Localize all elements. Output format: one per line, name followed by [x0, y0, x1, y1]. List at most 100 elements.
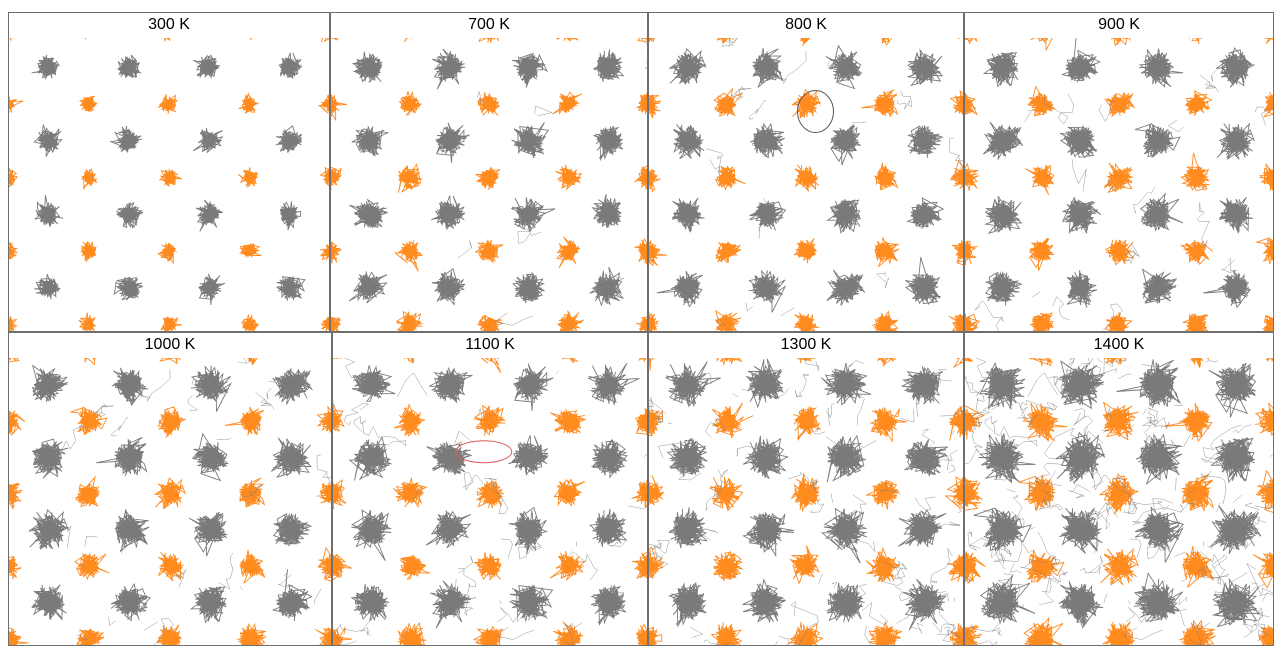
orange-site-core — [165, 320, 173, 329]
grey-site-cloud — [830, 124, 861, 166]
grey-site-core — [992, 447, 1014, 468]
orange-site-core — [563, 245, 574, 257]
orange-trajectory — [648, 475, 664, 506]
grey-site-cloud — [820, 362, 872, 407]
orange-site-cloud — [1262, 314, 1274, 332]
orange-site-cloud — [787, 621, 824, 646]
orange-site-cloud — [874, 236, 900, 268]
orange-site-cloud — [711, 402, 754, 439]
orange-site-cloud — [8, 315, 18, 332]
orange-site-cloud — [633, 164, 648, 190]
grey-site-core — [916, 206, 933, 223]
orange-site-cloud — [393, 240, 423, 272]
grey-site-cloud — [198, 273, 226, 306]
orange-site-cloud — [964, 92, 979, 116]
orange-trajectory — [795, 38, 811, 46]
grey-site-cloud — [589, 267, 624, 307]
grey-site-cloud — [508, 506, 548, 554]
grey-site-cloud — [348, 436, 392, 481]
grey-site-core — [1224, 519, 1246, 541]
orange-site-cloud — [315, 626, 332, 646]
grey-site-cloud — [278, 52, 303, 80]
orange-site-core — [720, 414, 734, 428]
orange-site-cloud — [157, 406, 187, 438]
orange-site-core — [1268, 171, 1274, 184]
orange-site-core — [964, 413, 972, 429]
grey-site-core — [915, 520, 934, 540]
orange-site-core — [964, 98, 970, 110]
orange-site-core — [165, 247, 173, 256]
grey-site-cloud — [188, 511, 228, 557]
grey-site-core — [42, 208, 55, 221]
orange-site-core — [879, 245, 891, 257]
grey-site-core — [679, 206, 696, 223]
panel-1400k — [964, 356, 1274, 646]
grey-site-core — [42, 61, 55, 74]
highlight-ellipse — [455, 440, 513, 464]
grey-site-cloud — [1059, 507, 1103, 554]
orange-trajectory — [316, 405, 332, 433]
orange-site-core — [1113, 98, 1125, 110]
orange-site-cloud — [648, 240, 667, 267]
orange-site-core — [1266, 558, 1274, 574]
orange-site-cloud — [8, 356, 22, 363]
orange-site-cloud — [1023, 616, 1066, 646]
orange-trajectory — [1255, 469, 1274, 514]
orange-site-cloud — [330, 93, 347, 122]
orange-site-core — [83, 560, 95, 573]
orange-site-cloud — [1188, 38, 1203, 45]
orange-site-cloud — [330, 240, 342, 264]
orange-site-core — [330, 245, 336, 257]
grey-site-core — [121, 521, 138, 539]
orange-site-core — [1190, 245, 1203, 257]
grey-site-core — [1224, 374, 1246, 396]
orange-site-core — [879, 98, 891, 110]
orange-site-core — [562, 487, 576, 500]
panel-300k — [8, 38, 330, 332]
grey-site-core — [122, 61, 135, 74]
orange-trajectory — [957, 38, 964, 40]
orange-site-cloud — [553, 621, 584, 646]
orange-site-cloud — [158, 168, 182, 187]
grey-site-cloud — [1203, 270, 1252, 309]
trajectory-plot — [964, 356, 1274, 646]
orange-site-core — [84, 320, 93, 329]
orange-site-core — [1111, 486, 1127, 502]
orange-trajectory — [793, 405, 821, 442]
orange-site-core — [83, 487, 95, 500]
orange-trajectory — [648, 38, 656, 43]
grey-site-cloud — [669, 47, 707, 86]
orange-site-core — [164, 415, 176, 428]
orange-site-cloud — [869, 407, 907, 443]
grey-site-cloud — [513, 363, 554, 411]
orange-site-cloud — [635, 407, 648, 435]
orange-trajectory — [1164, 403, 1213, 442]
orange-site-core — [8, 632, 14, 645]
orange-trajectory — [1181, 545, 1215, 588]
grey-site-cloud — [272, 512, 313, 547]
grey-site-core — [758, 133, 775, 149]
orange-trajectory — [161, 38, 171, 43]
grey-site-core — [121, 376, 138, 394]
orange-site-core — [721, 98, 733, 110]
orange-site-cloud — [8, 482, 23, 510]
orange-site-cloud — [240, 314, 259, 332]
orange-site-cloud — [648, 38, 656, 43]
orange-site-cloud — [1181, 545, 1215, 588]
grey-site-cloud — [742, 578, 786, 623]
orange-site-cloud — [332, 552, 353, 582]
orange-site-core — [648, 319, 654, 331]
orange-site-cloud — [239, 242, 262, 258]
grey-site-core — [757, 593, 776, 612]
grey-site-core — [679, 133, 696, 149]
orange-site-cloud — [964, 313, 981, 332]
grey-site-cloud — [671, 197, 705, 233]
orange-site-core — [326, 560, 332, 573]
orange-trajectory — [878, 38, 893, 47]
orange-site-cloud — [478, 38, 500, 44]
grey-site-core — [757, 448, 776, 467]
grey-site-cloud — [511, 122, 550, 159]
orange-trajectory — [1188, 38, 1203, 45]
grey-site-cloud — [111, 367, 149, 407]
orange-site-core — [648, 245, 654, 257]
